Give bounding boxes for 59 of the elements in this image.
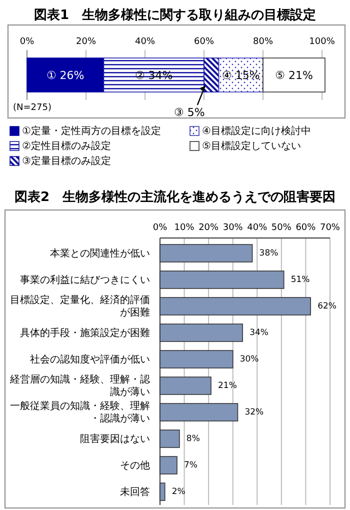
bar xyxy=(160,244,253,262)
y-tick-label: 本業との関連性が低い xyxy=(50,246,150,259)
legend-label: ⑤目標設定していない xyxy=(202,140,301,152)
x-tick-label: 20% xyxy=(76,37,96,47)
bar xyxy=(160,324,243,342)
x-tick-label: 70% xyxy=(320,223,340,233)
data-label: 32% xyxy=(244,407,264,418)
data-label: ④ 15% xyxy=(222,68,260,82)
bar xyxy=(26,58,104,92)
y-tick-label: 社会の認知度や評価が低い xyxy=(30,352,150,365)
x-tick-label: 0% xyxy=(152,223,168,233)
x-tick-label: 80% xyxy=(253,37,274,47)
bar xyxy=(160,350,234,368)
bar xyxy=(160,430,180,448)
data-label: 21% xyxy=(218,380,237,391)
x-tick-label: 20% xyxy=(198,223,220,233)
bar xyxy=(262,58,326,92)
data-label: 7% xyxy=(184,460,198,470)
x-tick-label: 50% xyxy=(271,223,292,233)
y-tick-label: 一般従業員の知識・経験、理解・認識が薄い xyxy=(10,400,150,424)
bar xyxy=(160,376,212,395)
y-tick-label: 経営層の知識・経験、理解・認識が薄い xyxy=(9,373,150,398)
x-tick-label: 10% xyxy=(174,223,195,233)
x-tick-label: 40% xyxy=(135,37,156,47)
bar xyxy=(160,456,178,474)
data-label: 2% xyxy=(172,486,186,497)
legend-label: ②定性目標のみ設定 xyxy=(22,140,111,152)
data-label: 51% xyxy=(290,274,310,285)
data-label: ① 26% xyxy=(46,68,84,82)
bar xyxy=(160,403,238,422)
legend-label: ④目標設定に向け検討中 xyxy=(202,124,311,136)
y-tick-label: 具体的手段・施策設定が困難 xyxy=(20,326,150,338)
data-label: ③ 5% xyxy=(174,106,205,118)
x-tick-label: 30% xyxy=(222,223,244,233)
data-label: 8% xyxy=(186,434,200,444)
data-label: 34% xyxy=(250,328,268,338)
data-label: 62% xyxy=(318,301,336,312)
bar xyxy=(160,297,311,316)
bar xyxy=(160,270,284,289)
y-tick-label: 阻害要因はない xyxy=(80,432,150,444)
x-tick-label: 40% xyxy=(247,223,268,233)
x-tick-label: 60% xyxy=(194,37,214,47)
legend-label: ③定量目標のみ設定 xyxy=(22,154,111,166)
chart-title: 図表2 生物多様性の主流化を進めるうえでの阻害要因 xyxy=(14,188,336,204)
chart-title: 図表1 生物多様性に関する取り組みの目標設定 xyxy=(34,6,316,22)
data-label: ⑤ 21% xyxy=(275,68,313,82)
data-label: 38% xyxy=(259,248,278,258)
x-tick-label: 60% xyxy=(296,223,316,233)
data-label: 30% xyxy=(240,354,259,364)
legend-label: ①定量・定性両方の目標を設定 xyxy=(22,124,161,136)
y-tick-label: 未回答 xyxy=(120,485,150,498)
text: (N=275) xyxy=(13,103,52,113)
bar xyxy=(160,482,166,501)
x-tick-label: 100% xyxy=(309,37,336,47)
bar xyxy=(218,58,264,92)
x-tick-label: 0% xyxy=(20,37,35,47)
y-tick-label: 事業の利益に結びつきにくい xyxy=(20,273,150,286)
y-tick-label: 目標設定、定量化、経済的評価が困難 xyxy=(10,294,150,318)
y-tick-label: その他 xyxy=(120,458,150,471)
